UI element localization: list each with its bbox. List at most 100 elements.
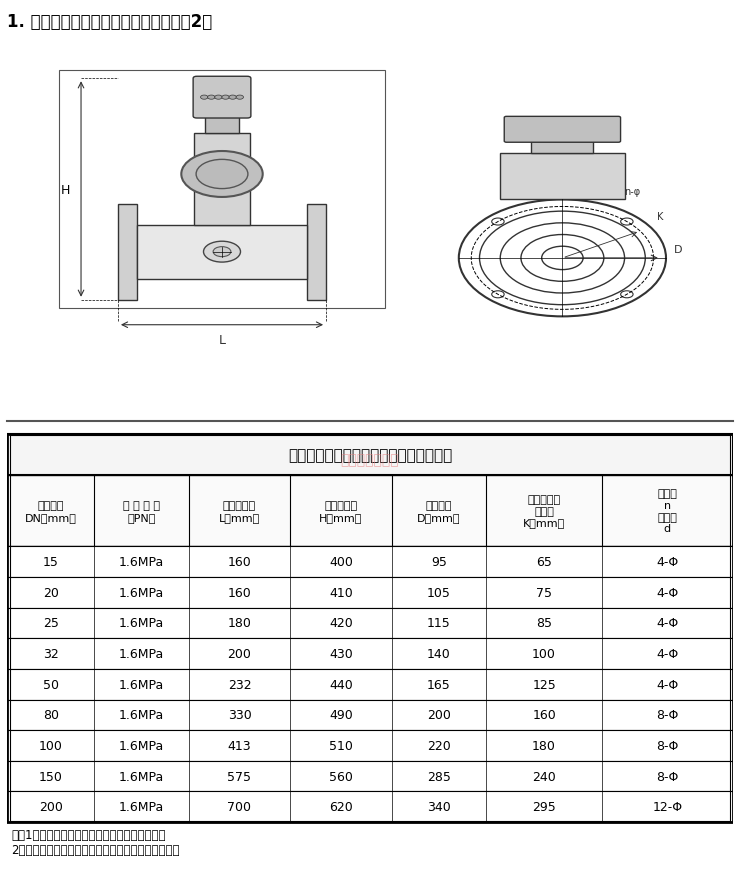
Text: 8-Φ: 8-Φ (656, 740, 679, 752)
Text: 1.6MPa: 1.6MPa (119, 708, 164, 721)
Bar (59, 71, 386, 308)
Circle shape (621, 291, 633, 298)
Text: 75: 75 (536, 587, 552, 599)
Circle shape (201, 96, 208, 100)
Text: 1.6MPa: 1.6MPa (119, 617, 164, 630)
Text: 560: 560 (329, 770, 353, 783)
Text: 12-Φ: 12-Φ (652, 800, 682, 813)
Text: 1. 铝合金壳体旋进流量计外形尺寸（表2）: 1. 铝合金壳体旋进流量计外形尺寸（表2） (7, 12, 212, 30)
Text: 1.6MPa: 1.6MPa (119, 770, 164, 783)
Bar (7, 577, 733, 608)
Text: 50: 50 (43, 678, 59, 691)
Text: 1.6MPa: 1.6MPa (119, 800, 164, 813)
Text: L: L (218, 334, 226, 347)
Text: 1.6MPa: 1.6MPa (119, 678, 164, 691)
Text: 95: 95 (431, 555, 447, 568)
Text: 200: 200 (39, 800, 63, 813)
Text: 140: 140 (427, 647, 451, 660)
Text: 80: 80 (43, 708, 59, 721)
Text: 1.6MPa: 1.6MPa (119, 647, 164, 660)
Text: 100: 100 (39, 740, 63, 752)
Text: 150: 150 (39, 770, 63, 783)
Bar (7, 761, 733, 792)
Text: 413: 413 (228, 740, 252, 752)
Text: 4-Φ: 4-Φ (656, 678, 679, 691)
Text: 4-Φ: 4-Φ (656, 555, 679, 568)
Text: 620: 620 (329, 800, 353, 813)
Text: 180: 180 (227, 617, 252, 630)
Bar (205, 116, 239, 134)
Text: 165: 165 (427, 678, 451, 691)
Circle shape (208, 96, 215, 100)
Text: 430: 430 (329, 647, 353, 660)
Text: 180: 180 (532, 740, 556, 752)
Circle shape (181, 152, 263, 198)
Text: 105: 105 (427, 587, 451, 599)
Text: n-φ: n-φ (625, 186, 641, 196)
Text: 420: 420 (329, 617, 353, 630)
Bar (7, 730, 733, 761)
Bar (7, 669, 733, 700)
Text: 15: 15 (43, 555, 59, 568)
Text: 压 力 等 级
（PN）: 压 力 等 级 （PN） (123, 501, 160, 522)
Text: 200: 200 (427, 708, 451, 721)
Text: 160: 160 (532, 708, 556, 721)
Circle shape (229, 96, 236, 100)
Circle shape (213, 248, 231, 257)
Text: 4-Φ: 4-Φ (656, 647, 679, 660)
Bar (7, 608, 733, 639)
Text: 440: 440 (329, 678, 353, 691)
Bar (7, 476, 733, 547)
Circle shape (215, 96, 222, 100)
Text: 1.6MPa: 1.6MPa (119, 740, 164, 752)
Text: H: H (61, 183, 70, 196)
Text: 铝合金壳体旋进流量计外形及安装尺寸表: 铝合金壳体旋进流量计外形及安装尺寸表 (288, 448, 452, 462)
Text: 20: 20 (43, 587, 59, 599)
Circle shape (204, 242, 241, 262)
Text: 安装总长度
L（mm）: 安装总长度 L（mm） (219, 501, 260, 522)
Text: 700: 700 (227, 800, 252, 813)
Text: 2、与表中不同的压力和口径为特殊规格，特殊说明；: 2、与表中不同的压力和口径为特殊规格，特殊说明； (11, 843, 180, 856)
Text: 115: 115 (427, 617, 451, 630)
FancyBboxPatch shape (193, 77, 251, 119)
Text: 160: 160 (228, 555, 252, 568)
Bar (7, 792, 733, 822)
Circle shape (222, 96, 229, 100)
Text: 510: 510 (329, 740, 353, 752)
Text: 公称通径
DN（mm）: 公称通径 DN（mm） (25, 501, 77, 522)
Bar (7, 639, 733, 669)
Bar (7, 700, 733, 730)
Text: 160: 160 (228, 587, 252, 599)
Text: 法兰外径
D（mm）: 法兰外径 D（mm） (417, 501, 460, 522)
Text: 490: 490 (329, 708, 353, 721)
Bar (7, 547, 733, 577)
FancyBboxPatch shape (504, 117, 621, 143)
Bar (7, 434, 733, 476)
Circle shape (491, 219, 504, 226)
Text: 285: 285 (427, 770, 451, 783)
Text: 85: 85 (536, 617, 552, 630)
Text: 330: 330 (228, 708, 252, 721)
Text: 100: 100 (532, 647, 556, 660)
Text: 螺栓孔中心
圆直径
K（mm）: 螺栓孔中心 圆直径 K（mm） (523, 494, 565, 527)
Text: 1.6MPa: 1.6MPa (119, 555, 164, 568)
Text: 注：1、上表所有数据仅基于标准型旋进流量计；: 注：1、上表所有数据仅基于标准型旋进流量计； (11, 828, 166, 841)
Text: 400: 400 (329, 555, 353, 568)
Text: 125: 125 (532, 678, 556, 691)
Text: 200: 200 (227, 647, 252, 660)
Text: 410: 410 (329, 587, 353, 599)
Circle shape (621, 219, 633, 226)
Text: 32: 32 (43, 647, 58, 660)
Text: 【黄河仪表】厂: 【黄河仪表】厂 (340, 452, 400, 466)
Bar (308, 204, 326, 301)
Text: 8-Φ: 8-Φ (656, 708, 679, 721)
Text: 295: 295 (532, 800, 556, 813)
Circle shape (196, 160, 248, 189)
Text: 4-Φ: 4-Φ (656, 587, 679, 599)
Text: K: K (657, 212, 664, 222)
Text: 25: 25 (43, 617, 59, 630)
Text: 65: 65 (536, 555, 552, 568)
Text: 安装总高度
H（mm）: 安装总高度 H（mm） (319, 501, 363, 522)
Text: 8-Φ: 8-Φ (656, 770, 679, 783)
Circle shape (236, 96, 243, 100)
